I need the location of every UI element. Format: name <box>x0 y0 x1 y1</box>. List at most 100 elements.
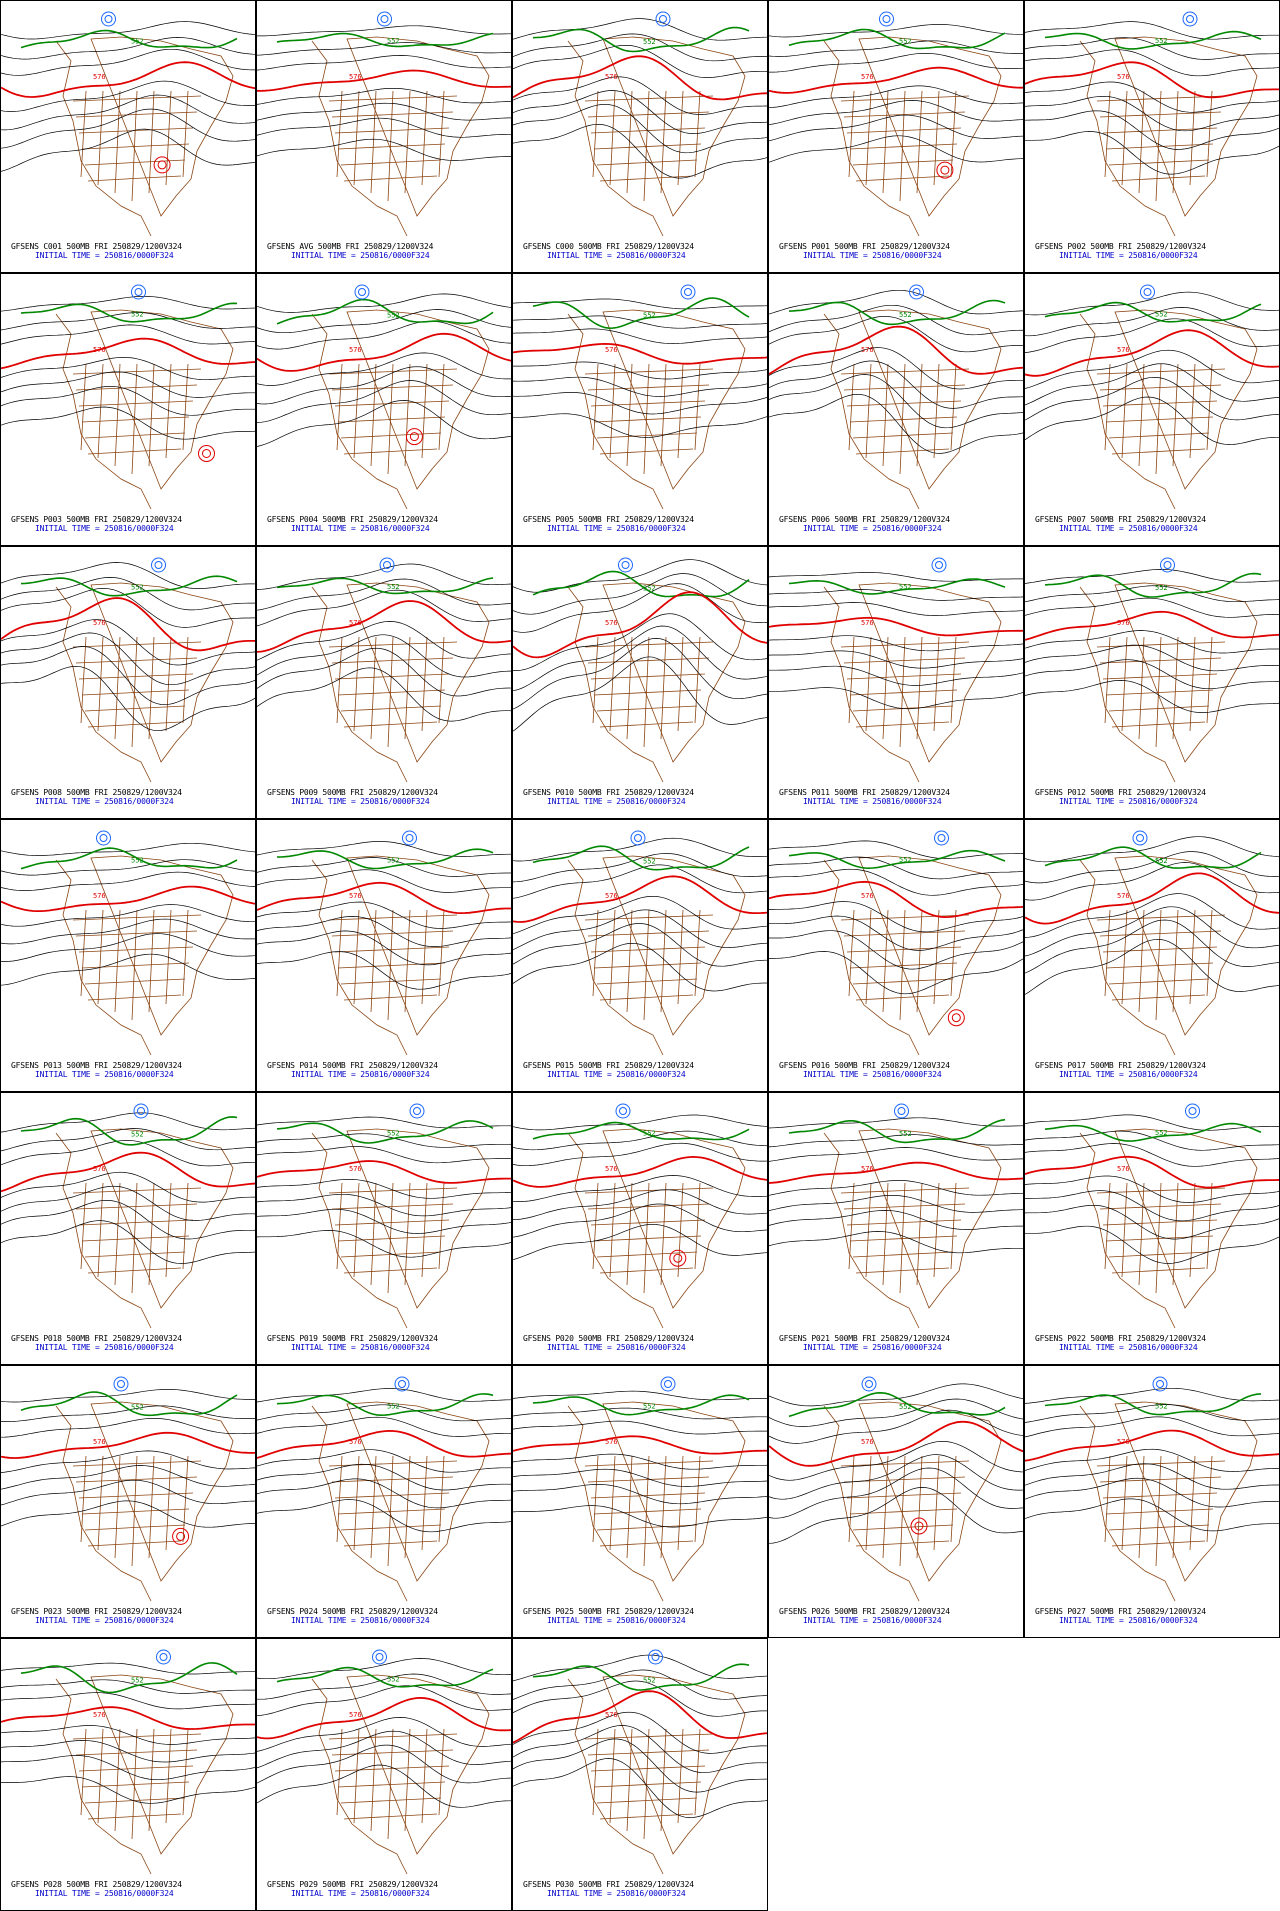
north-america-map-outline <box>311 855 490 1056</box>
panel-initial-time: INITIAL TIME = 250816/0000F324 <box>1059 251 1198 260</box>
panel-title: GFSENS P007 500MB FRI 250829/1200V324 <box>1035 515 1206 524</box>
panel-title: GFSENS P009 500MB FRI 250829/1200V324 <box>267 788 438 797</box>
north-america-map-outline <box>55 36 234 237</box>
height-contour-map: 552 576 <box>513 557 767 783</box>
contour-552-label: 552 <box>131 857 144 865</box>
contour-576 <box>513 591 767 659</box>
height-contours <box>257 841 511 990</box>
contour-576-label: 576 <box>349 1438 362 1446</box>
upper-low-center <box>409 1103 425 1119</box>
ensemble-panel: 552 576 GFSENS P030 500MB FRI 250829/1200V… <box>512 1638 768 1911</box>
height-contour-map: 552 576 <box>513 1649 767 1875</box>
height-contours <box>257 563 511 722</box>
north-america-map-outline <box>823 1401 1002 1602</box>
panel-initial-time: INITIAL TIME = 250816/0000F324 <box>1059 1616 1198 1625</box>
north-america-map-outline <box>311 1401 490 1602</box>
ensemble-panel: 552 576 GFSENS P015 500MB FRI 250829/1200V… <box>512 819 768 1092</box>
ensemble-panel: 552 576 GFSENS P029 500MB FRI 250829/1200V… <box>256 1638 512 1911</box>
contour-552 <box>276 1120 494 1144</box>
contour-552 <box>532 570 750 598</box>
height-contour-map: 552 576 <box>1025 284 1279 510</box>
ensemble-panel: 552 576 GFSENS P009 500MB FRI 250829/1200V… <box>256 546 512 819</box>
contour-552 <box>276 32 494 48</box>
height-contour-map: 552 576 <box>513 830 767 1056</box>
height-contours <box>257 1658 511 1808</box>
contour-552-label: 552 <box>131 1677 144 1685</box>
panel-title: GFSENS P024 500MB FRI 250829/1200V324 <box>267 1607 438 1616</box>
contour-576 <box>1 1151 255 1193</box>
ensemble-panel: 552 576 GFSENS P019 500MB FRI 250829/1200V… <box>256 1092 512 1365</box>
panel-title: GFSENS AVG 500MB FRI 250829/1200V324 <box>267 242 434 251</box>
contour-552-label: 552 <box>899 856 912 864</box>
north-america-map-outline <box>567 582 746 783</box>
contour-552 <box>20 1116 238 1146</box>
panel-initial-time: INITIAL TIME = 250816/0000F324 <box>291 1889 430 1898</box>
contour-576-label: 576 <box>93 73 106 81</box>
panel-initial-time: INITIAL TIME = 250816/0000F324 <box>547 251 686 260</box>
panel-initial-time: INITIAL TIME = 250816/0000F324 <box>803 1616 942 1625</box>
contour-552 <box>20 1391 238 1417</box>
ensemble-panel: 552 576 GFSENS P023 500MB FRI 250829/1200V… <box>0 1365 256 1638</box>
panel-initial-time: INITIAL TIME = 250816/0000F324 <box>35 1889 174 1898</box>
contour-552-label: 552 <box>1155 311 1168 319</box>
north-america-map-outline <box>1079 1128 1258 1329</box>
contour-552 <box>1044 301 1262 323</box>
height-contours <box>513 1654 767 1818</box>
height-contour-map: 552 576 <box>257 1649 511 1875</box>
panel-initial-time: INITIAL TIME = 250816/0000F324 <box>35 524 174 533</box>
tropical-low-marker <box>405 428 423 446</box>
contour-576 <box>257 1696 511 1740</box>
ensemble-panel: 552 576 GFSENS AVG 500MB FRI 250829/1200V3… <box>256 0 512 273</box>
contour-552 <box>276 577 494 595</box>
height-contour-map: 552 576 <box>257 557 511 783</box>
panel-title: GFSENS P002 500MB FRI 250829/1200V324 <box>1035 242 1206 251</box>
tropical-low-marker <box>153 156 171 174</box>
contour-552-label: 552 <box>387 311 400 319</box>
ensemble-panel: 552 576 GFSENS P013 500MB FRI 250829/1200V… <box>0 819 256 1092</box>
height-contour-map: 552 576 <box>769 11 1023 237</box>
contour-552 <box>532 1121 750 1141</box>
contour-576-label: 576 <box>1117 892 1130 900</box>
contour-552-label: 552 <box>643 1129 656 1137</box>
upper-low-center <box>133 1103 149 1119</box>
panel-title: GFSENS P025 500MB FRI 250829/1200V324 <box>523 1607 694 1616</box>
contour-576 <box>1 337 255 370</box>
upper-low-center <box>402 830 417 846</box>
contour-552 <box>1044 1393 1262 1416</box>
contour-552 <box>788 578 1006 595</box>
tropical-low-marker <box>910 1517 928 1535</box>
height-contour-map: 552 576 <box>513 11 767 237</box>
height-contours <box>769 1117 1023 1254</box>
tropical-low-marker <box>172 1527 190 1545</box>
height-contours <box>769 289 1023 454</box>
height-contours <box>769 1383 1023 1544</box>
contour-552 <box>788 849 1006 870</box>
contour-552-label: 552 <box>899 1403 912 1411</box>
height-contour-map: 552 576 <box>1 11 255 237</box>
contour-552 <box>1044 1122 1262 1142</box>
contour-576 <box>513 1435 767 1455</box>
contour-552-label: 552 <box>131 310 144 318</box>
contour-576 <box>1 61 255 98</box>
contour-576-label: 576 <box>861 1438 874 1446</box>
ensemble-panel: 552 576 GFSENS P007 500MB FRI 250829/1200V… <box>1024 273 1280 546</box>
contour-552-label: 552 <box>387 37 400 45</box>
upper-low-center <box>101 11 116 27</box>
tropical-low-marker <box>936 161 954 179</box>
contour-552-label: 552 <box>387 1676 400 1684</box>
ensemble-panel: 552 576 GFSENS P022 500MB FRI 250829/1200V… <box>1024 1092 1280 1365</box>
panel-initial-time: INITIAL TIME = 250816/0000F324 <box>1059 797 1198 806</box>
contour-576 <box>257 69 511 92</box>
height-contour-map: 552 576 <box>1 557 255 783</box>
contour-552-label: 552 <box>643 38 656 46</box>
contour-552 <box>532 26 750 53</box>
panel-title: GFSENS P023 500MB FRI 250829/1200V324 <box>11 1607 182 1616</box>
ensemble-panel: 552 576 GFSENS P006 500MB FRI 250829/1200V… <box>768 273 1024 546</box>
height-contours <box>1025 836 1279 995</box>
contour-576-label: 576 <box>93 892 106 900</box>
ensemble-panel: 552 576 GFSENS P024 500MB FRI 250829/1200V… <box>256 1365 512 1638</box>
contour-552 <box>532 1394 750 1416</box>
contour-552-label: 552 <box>643 1676 656 1684</box>
contour-552-label: 552 <box>1155 584 1168 592</box>
upper-low-center <box>630 830 646 846</box>
